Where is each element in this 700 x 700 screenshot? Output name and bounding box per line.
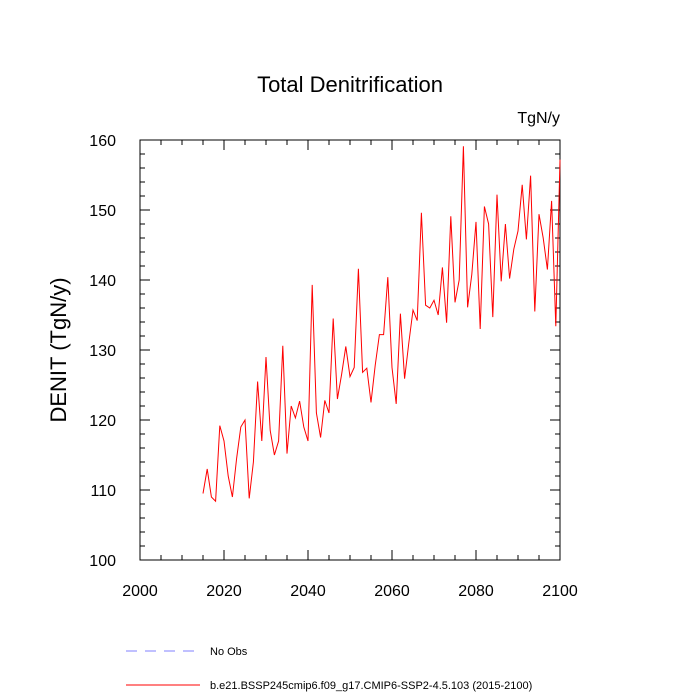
y-tick-label: 110 — [90, 483, 116, 500]
series-line-0 — [202, 146, 561, 503]
chart-title: Total Denitrification — [257, 72, 443, 97]
legend: No Obs b.e21.BSSP245cmip6.f09_g17.CMIP6-S… — [126, 646, 532, 692]
y-tick-label: 140 — [89, 273, 116, 290]
legend-label: No Obs — [210, 646, 248, 658]
x-tick-label: 2000 — [122, 583, 158, 600]
axes: 2000 2020 2040 2060 2080 2100 100 110 120 130 140 1… — [89, 133, 578, 600]
legend-label: b.e21.BSSP245cmip6.f09_g17.CMIP6-SSP2-4.… — [210, 680, 532, 692]
y-tick-label: 160 — [89, 133, 116, 150]
units-label: TgN/y — [517, 110, 560, 127]
x-tick-label: 2080 — [458, 583, 494, 600]
x-tick-label: 2060 — [374, 583, 410, 600]
y-axis-label: DENIT (TgN/y) — [46, 277, 71, 422]
data-series — [202, 146, 561, 503]
y-tick-label: 130 — [89, 343, 116, 360]
y-tick-label: 150 — [89, 203, 116, 220]
y-tick-label: 120 — [89, 413, 116, 430]
y-tick-label: 100 — [89, 553, 116, 570]
x-tick-label: 2100 — [542, 583, 578, 600]
x-tick-label: 2020 — [206, 583, 242, 600]
x-tick-label: 2040 — [290, 583, 326, 600]
